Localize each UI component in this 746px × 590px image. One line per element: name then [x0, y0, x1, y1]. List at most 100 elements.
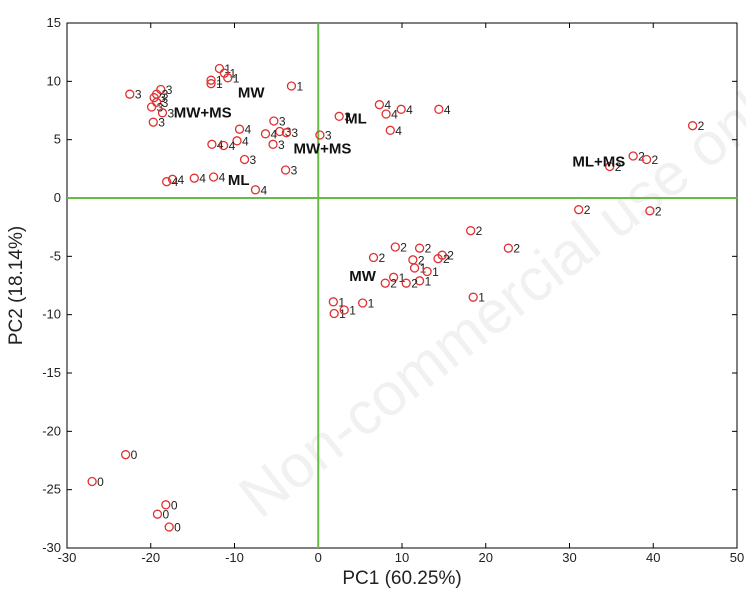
data-point-label: 1: [216, 74, 223, 88]
data-point-label: 0: [97, 475, 104, 489]
data-point-label: 2: [379, 251, 386, 265]
data-point-marker: [385, 125, 395, 135]
data-point-label: 4: [178, 173, 185, 187]
data-point-label: 1: [420, 262, 427, 276]
data-point-marker: [148, 117, 158, 127]
data-point-label: 1: [229, 67, 236, 81]
data-point-label: 3: [344, 110, 351, 124]
data-point-label: 1: [296, 80, 303, 94]
data-point-label: 2: [652, 153, 659, 167]
data-point-marker: [374, 100, 385, 110]
group-annotation: MW: [238, 85, 265, 102]
data-point-marker: [234, 124, 245, 134]
data-point-marker: [645, 206, 655, 216]
data-point-label: 4: [444, 103, 451, 117]
x-tick-label: 40: [646, 550, 660, 565]
data-point-label: 2: [584, 203, 591, 217]
group-annotation: ML: [345, 110, 367, 127]
data-point-marker: [250, 185, 261, 195]
y-tick-label: -10: [42, 307, 61, 322]
data-point-label: 2: [655, 204, 662, 218]
data-point-label: 1: [349, 304, 356, 318]
y-tick-label: -5: [49, 248, 61, 263]
data-point-label: 1: [216, 77, 223, 91]
data-point-marker: [87, 476, 97, 487]
data-point-label: 4: [395, 124, 402, 138]
data-point-label: 1: [425, 274, 432, 288]
data-point-label: 3: [250, 153, 257, 167]
data-point-marker: [433, 254, 443, 264]
data-point-marker: [280, 165, 291, 175]
data-point-label: 2: [476, 224, 483, 238]
data-point-label: 2: [443, 252, 450, 266]
data-point-marker: [328, 297, 338, 307]
data-point-label: 0: [162, 508, 169, 522]
data-point-marker: [408, 255, 418, 265]
data-point-label: 3: [325, 129, 332, 143]
x-axis-label: PC1 (60.25%): [342, 568, 461, 589]
data-point-marker: [357, 298, 368, 308]
y-axis-label: PC2 (18.14%): [6, 226, 27, 345]
data-point-label: 4: [384, 98, 391, 112]
data-point-label: 3: [291, 126, 298, 140]
group-annotation: MW+MS: [293, 141, 351, 158]
data-point-label: 0: [171, 498, 178, 512]
group-annotation: ML: [228, 172, 250, 189]
data-point-label: 4: [199, 172, 206, 186]
x-tick-label: -20: [141, 550, 160, 565]
data-point-label: 2: [638, 150, 645, 164]
data-point-label: 0: [174, 521, 181, 535]
data-point-marker: [368, 252, 379, 263]
y-tick-label: -25: [42, 482, 61, 497]
data-point-marker: [388, 272, 399, 282]
data-point-label: 3: [162, 88, 169, 102]
data-point-marker: [162, 177, 172, 187]
y-tick-label: 10: [47, 73, 61, 88]
data-point-label: 3: [167, 106, 174, 120]
data-point-label: 3: [291, 164, 298, 178]
data-point-label: 1: [368, 297, 375, 311]
watermark: Non-commercial use only: [227, 61, 746, 531]
y-tick-label: 5: [54, 132, 61, 147]
data-point-label: 2: [411, 277, 418, 291]
data-point-marker: [120, 450, 131, 460]
x-tick-label: 10: [395, 550, 409, 565]
data-point-marker: [152, 509, 163, 519]
data-point-label: 1: [478, 291, 485, 305]
x-tick-label: -10: [225, 550, 244, 565]
data-point-marker: [239, 154, 250, 165]
data-point-label: 3: [159, 91, 166, 105]
data-point-marker: [161, 500, 171, 510]
data-point-marker: [206, 79, 216, 89]
data-point-marker: [329, 308, 339, 319]
data-point-marker: [167, 174, 178, 184]
data-point-label: 4: [217, 138, 224, 152]
x-tick-label: 20: [479, 550, 493, 565]
data-point-marker: [574, 205, 584, 215]
data-point-label: 2: [447, 249, 454, 263]
data-point-label: 1: [432, 265, 439, 279]
data-point-marker: [466, 226, 476, 236]
data-point-label: 3: [135, 88, 142, 102]
group-annotation: MW: [349, 268, 376, 285]
data-point-marker: [218, 140, 229, 151]
data-point-marker: [268, 139, 278, 149]
data-point-marker: [275, 126, 285, 137]
data-point-label: 4: [260, 183, 267, 197]
data-point-marker: [208, 172, 219, 182]
data-point-label: 4: [219, 171, 226, 185]
data-point-marker: [401, 278, 411, 288]
data-point-marker: [390, 242, 400, 252]
data-point-label: 4: [242, 134, 249, 148]
data-point-label: 4: [172, 175, 179, 189]
data-point-label: 3: [279, 115, 286, 129]
data-point-label: 3: [162, 96, 169, 110]
data-point-marker: [260, 129, 271, 139]
data-point-marker: [414, 243, 425, 253]
data-point-label: 2: [615, 160, 622, 174]
data-point-marker: [380, 278, 390, 288]
data-point-marker: [605, 161, 615, 172]
data-point-label: 2: [390, 277, 397, 291]
group-annotations: MW MW+MS ML MW+MS ML ML+MS MW: [174, 85, 626, 285]
